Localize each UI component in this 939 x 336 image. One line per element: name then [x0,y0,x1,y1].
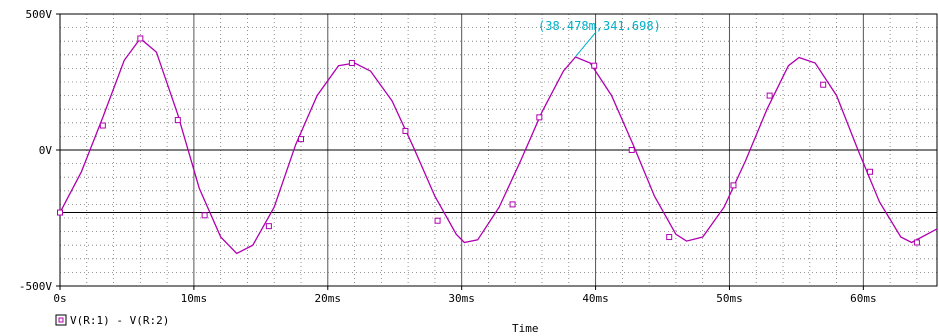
trace-marker [820,81,827,88]
x-tick-label: 10ms [181,292,208,305]
y-tick-labels: 500V 0V -500V [19,8,60,293]
trace-marker [666,234,673,241]
cursor-value-label: (38.478m,341.698) [538,19,661,33]
cursor-leader-line [574,31,597,58]
x-tick-label: 30ms [448,292,475,305]
x-tick-labels: 0s 10ms 20ms 30ms 40ms 50ms 60ms [53,286,877,305]
trace-marker [509,201,516,208]
trace-markers [57,35,920,246]
trace-marker [99,122,106,129]
trace-marker [402,127,409,134]
y-tick-label: 500V [26,8,53,21]
trace-marker [201,212,208,219]
trace-marker [628,147,635,153]
x-tick-label: 20ms [315,292,342,305]
cursor-annotations: (38.478m,341.698) [538,19,661,58]
trace-marker [137,35,144,42]
x-tick-label: 0s [53,292,66,305]
legend[interactable]: V(R:1) - V(R:2) [55,314,169,327]
x-tick-label: 40ms [582,292,609,305]
trace-marker [536,114,543,121]
trace-marker [174,117,181,124]
x-axis-label: Time [512,322,539,335]
trace-marker [434,217,441,224]
y-tick-label: 0V [39,144,53,157]
trace-marker [298,136,305,143]
trace-marker [348,59,355,66]
legend-marker-icon [55,314,67,326]
legend-marker-inner-icon [58,317,64,323]
trace-marker [913,239,920,246]
trace-marker [766,92,773,99]
x-tick-label: 50ms [716,292,743,305]
trace-v-r1-minus-v-r2[interactable] [59,37,938,255]
trace-marker [591,62,598,69]
legend-label: V(R:1) - V(R:2) [70,314,169,327]
trace-marker [730,182,737,189]
x-tick-label: 60ms [850,292,877,305]
y-tick-label: -500V [19,280,52,293]
trace-marker [867,168,874,175]
trace-marker [57,209,63,216]
trace-marker [265,223,272,230]
